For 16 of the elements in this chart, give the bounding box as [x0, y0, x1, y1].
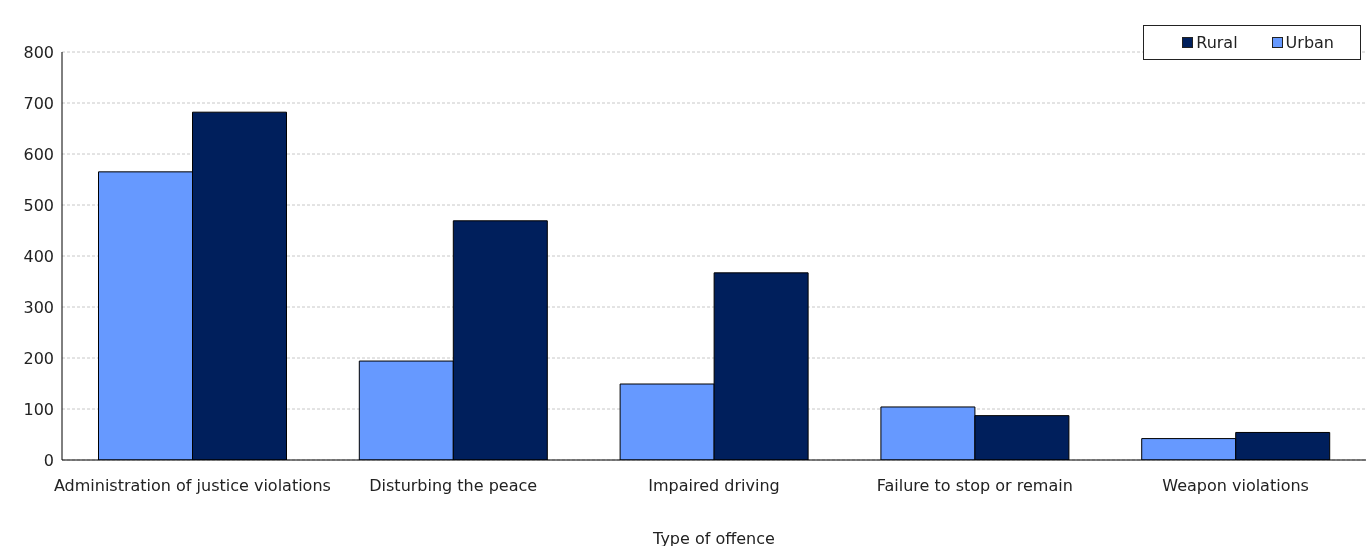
- y-tick-label: 700: [23, 93, 54, 113]
- y-tick-label: 0: [43, 450, 54, 470]
- x-tick-label: Administration of justice violations: [53, 476, 331, 496]
- y-tick-label: 300: [23, 297, 54, 317]
- x-tick-label: Weapon violations: [1162, 476, 1309, 496]
- legend-label: Rural: [1195, 33, 1238, 52]
- y-tick-label: 800: [23, 42, 54, 62]
- y-tick-label: 400: [23, 246, 54, 266]
- y-tick-label: 200: [23, 348, 54, 368]
- x-tick-label: Failure to stop or remain: [876, 476, 1073, 496]
- y-tick-label: 100: [23, 399, 54, 419]
- y-tick-label: 600: [23, 144, 54, 164]
- y-tick-label: 500: [23, 195, 54, 215]
- x-tick-label: Impaired driving: [648, 476, 780, 496]
- legend-label: Urban: [1284, 33, 1334, 52]
- x-tick-label: Disturbing the peace: [369, 476, 538, 496]
